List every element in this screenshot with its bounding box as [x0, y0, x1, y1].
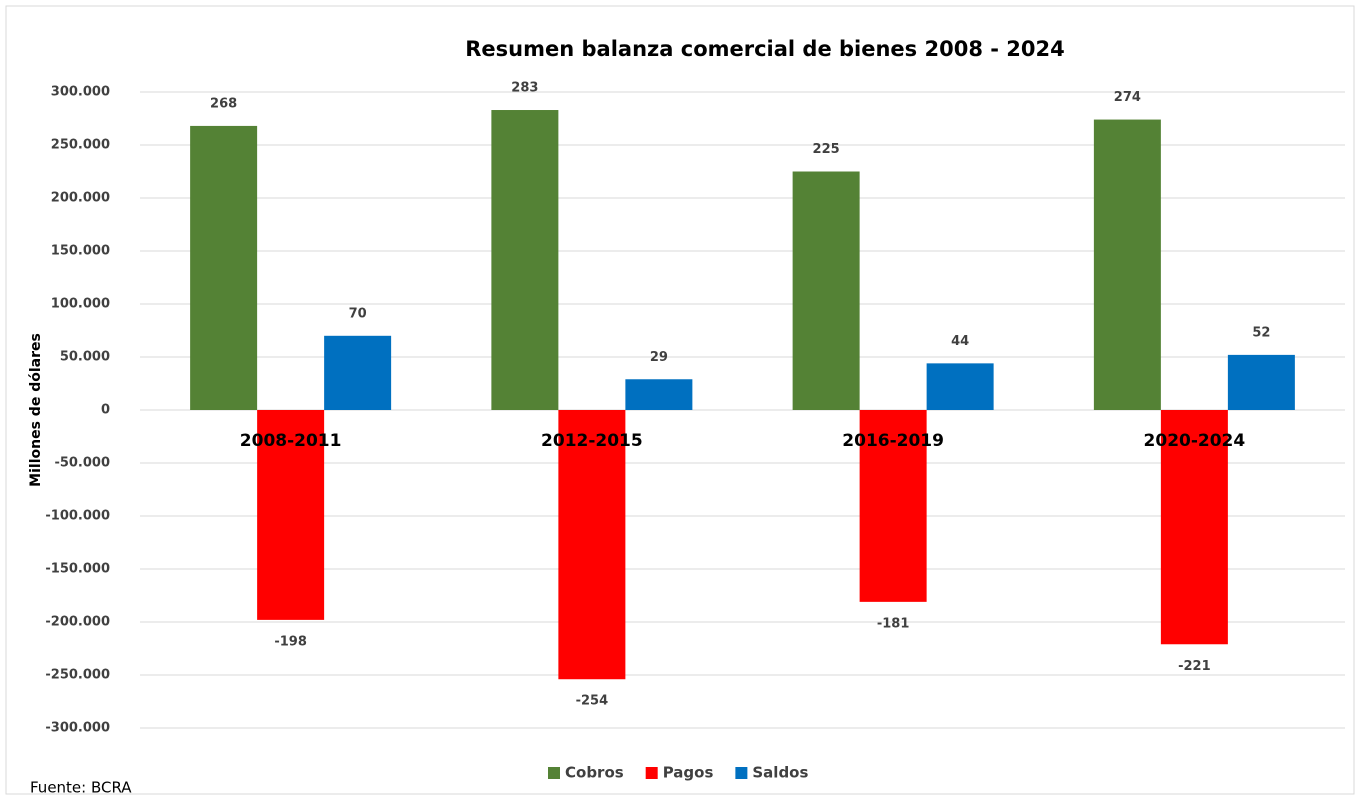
- bar: [1227, 354, 1295, 410]
- data-label: -221: [1178, 659, 1211, 674]
- y-tick-label: 50.000: [60, 350, 110, 365]
- data-label: 44: [951, 334, 969, 349]
- chart-title: Resumen balanza comercial de bienes 2008…: [465, 37, 1064, 61]
- bar: [558, 410, 626, 680]
- data-label: 70: [349, 306, 367, 321]
- bar: [859, 410, 927, 602]
- bar: [926, 363, 994, 410]
- data-label: 268: [210, 96, 237, 111]
- data-label: 29: [650, 350, 668, 365]
- bar: [324, 335, 392, 410]
- y-tick-label: -250.000: [45, 668, 110, 683]
- legend-swatch: [548, 767, 560, 779]
- y-tick-label: 200.000: [51, 191, 110, 206]
- legend-label: Saldos: [752, 764, 808, 782]
- bar: [792, 171, 860, 410]
- data-label: 52: [1252, 325, 1270, 340]
- legend-swatch: [645, 767, 658, 779]
- y-axis-title: Millones de dólares: [28, 333, 44, 487]
- y-tick-label: 0: [101, 403, 110, 418]
- legend-label: Cobros: [565, 764, 624, 782]
- x-tick-label: 2012-2015: [541, 431, 643, 451]
- bar: [257, 410, 325, 620]
- y-tick-label: 300.000: [51, 85, 110, 100]
- data-label: 225: [813, 142, 840, 157]
- legend-swatch: [735, 767, 748, 779]
- source-note: Fuente: BCRA: [30, 779, 132, 797]
- data-label: -181: [877, 616, 910, 631]
- bar: [491, 110, 559, 411]
- y-tick-label: -100.000: [45, 509, 110, 524]
- y-tick-label: -300.000: [45, 721, 110, 736]
- bar: [1093, 119, 1161, 410]
- x-tick-label: 2016-2019: [842, 431, 944, 451]
- data-label: -198: [274, 634, 307, 649]
- x-tick-label: 2020-2024: [1144, 431, 1246, 451]
- y-tick-label: -50.000: [54, 456, 110, 471]
- y-tick-label: -150.000: [45, 562, 110, 577]
- y-tick-label: 150.000: [51, 244, 110, 259]
- bar: [190, 125, 258, 411]
- y-tick-label: -200.000: [45, 615, 110, 630]
- y-tick-label: 250.000: [51, 138, 110, 153]
- data-label: 274: [1114, 90, 1141, 105]
- y-tick-label: 100.000: [51, 297, 110, 312]
- bar: [1160, 410, 1228, 645]
- data-label: 283: [511, 81, 538, 96]
- data-label: -254: [576, 694, 609, 709]
- x-tick-label: 2008-2011: [240, 431, 342, 451]
- bar: [625, 379, 693, 410]
- legend-label: Pagos: [663, 764, 714, 782]
